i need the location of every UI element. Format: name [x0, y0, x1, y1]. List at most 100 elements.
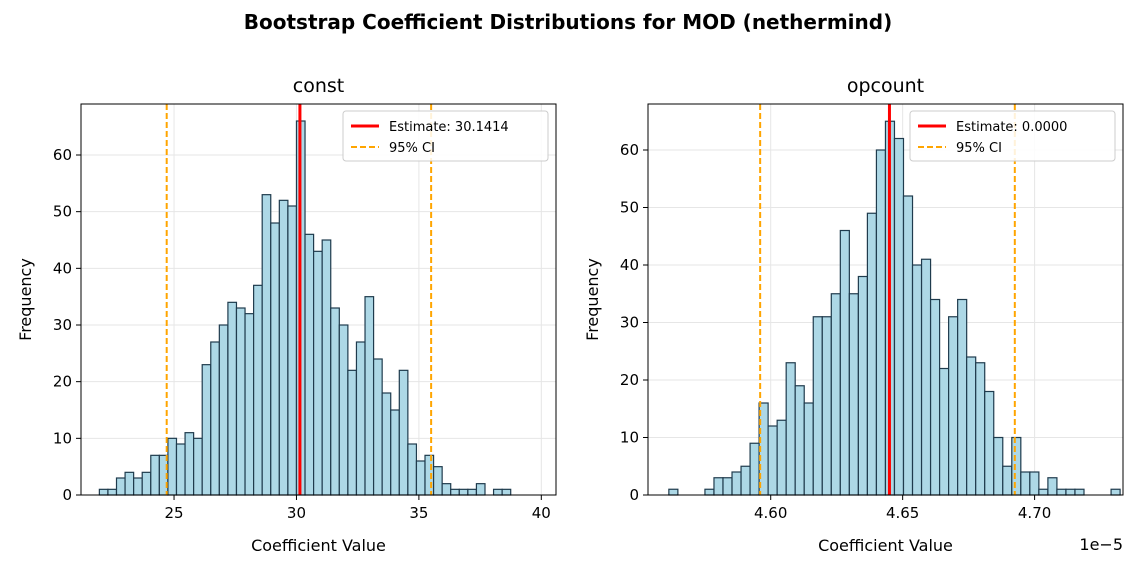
y-tick-label: 10 [53, 429, 72, 447]
histogram-bar [458, 488, 469, 496]
legend-estimate-label: Estimate: 0.0000 [956, 120, 1067, 135]
legend-box [909, 110, 1116, 162]
histogram-bar [330, 307, 340, 496]
histogram-bar [244, 313, 255, 496]
histogram-bar [803, 402, 814, 496]
axes-title: const [293, 75, 344, 97]
histogram-bar [740, 465, 751, 496]
histogram-bar [492, 488, 503, 496]
histogram-bar [278, 199, 289, 496]
y-tick-label: 0 [62, 486, 72, 504]
histogram-bar [704, 488, 715, 496]
histogram-bar [475, 483, 486, 496]
histogram-bar [501, 488, 512, 496]
legend-box [342, 110, 549, 162]
x-tick-label: 4.65 [886, 504, 919, 522]
histogram-bar [902, 195, 914, 496]
y-tick-label: 40 [53, 259, 72, 277]
histogram-bar [1110, 488, 1121, 496]
histogram-bar [857, 275, 868, 496]
histogram-bar [193, 437, 203, 496]
histogram-bar [287, 205, 298, 496]
axes-frame [647, 103, 1124, 496]
x-offset-text: 1e−5 [1079, 535, 1123, 554]
histogram-bar [450, 488, 460, 496]
histogram-bar [731, 471, 742, 496]
x-tick-label: 35 [409, 504, 428, 522]
axes-frame [80, 103, 557, 496]
y-tick-label: 50 [53, 203, 72, 221]
histogram-bar [227, 301, 238, 496]
histogram-bar [415, 460, 426, 496]
histogram-bar [957, 298, 968, 496]
x-tick-label: 25 [164, 504, 183, 522]
histogram-bar [313, 250, 323, 496]
histogram-bar [839, 229, 850, 496]
y-tick-label: 60 [53, 146, 72, 164]
histogram-bar [1002, 465, 1013, 496]
histogram-bar [893, 137, 905, 496]
histogram-bar [767, 425, 778, 496]
x-axis-label: Coefficient Value [251, 536, 386, 555]
histogram-bar [929, 298, 941, 496]
histogram-bar [261, 194, 272, 496]
histogram-bar [749, 442, 760, 496]
histogram-bar [253, 284, 263, 496]
histogram-bar [270, 222, 280, 496]
histogram-bar [1029, 471, 1040, 496]
histogram-bar [975, 362, 986, 496]
histogram-bar [1011, 436, 1022, 496]
legend-ci-label: 95% CI [389, 141, 435, 156]
histogram-bar [235, 307, 246, 496]
histogram-bar [848, 293, 859, 496]
histogram-bar [347, 369, 358, 496]
y-tick-label: 0 [629, 486, 639, 504]
histogram-bar [1038, 488, 1049, 496]
histogram-bar [722, 477, 733, 496]
histogram-bar [776, 419, 787, 496]
y-axis-label: Frequency [583, 258, 602, 341]
histogram-bar [150, 454, 160, 496]
histogram-bar [984, 390, 995, 496]
y-tick-label: 30 [620, 314, 639, 332]
histogram-bar [167, 437, 178, 496]
histogram-bar [184, 432, 195, 496]
histogram-bar [321, 239, 332, 496]
histogram-bar [390, 409, 400, 496]
histogram-bar [355, 341, 366, 496]
histogram-bar [993, 436, 1004, 496]
histogram-bar [1056, 488, 1067, 496]
histogram-bar [785, 362, 796, 496]
histogram-bar [381, 392, 392, 496]
histogram-bar [364, 296, 375, 496]
histogram-bar [875, 149, 887, 496]
histogram-bar [966, 356, 977, 496]
const-histogram-panel: 0 10 20 30 40 50 60 25 30 35 40 const Coefficient Va… [16, 75, 557, 555]
histogram-bar [218, 324, 229, 496]
x-tick-label: 30 [287, 504, 306, 522]
histogram-bar [713, 477, 724, 496]
histogram-bar [424, 454, 435, 496]
histogram-bar [107, 488, 118, 496]
legend-ci-label: 95% CI [956, 141, 1002, 156]
histogram-bar [668, 488, 679, 496]
histogram-bar [115, 477, 126, 496]
histogram-bar [124, 471, 135, 496]
histogram-bar [1065, 488, 1076, 496]
figure-title: Bootstrap Coefficient Distributions for … [243, 10, 893, 34]
histogram-bar [467, 488, 478, 496]
histogram-bar [1074, 488, 1085, 496]
histogram-bar [175, 443, 186, 496]
histogram-bar [398, 369, 409, 496]
y-tick-label: 50 [620, 199, 639, 217]
opcount-histogram-panel: 0 10 20 30 40 50 60 4.60 4.65 4.70 opcount Coeffici… [583, 75, 1124, 555]
histogram-bar [372, 358, 383, 496]
axes-title: opcount [847, 75, 924, 97]
histogram-bar [948, 316, 959, 496]
histogram-bar [141, 471, 152, 496]
histogram-bar [201, 364, 212, 496]
histogram-bar [432, 466, 443, 496]
legend-estimate-label: Estimate: 30.1414 [389, 120, 509, 135]
x-axis-label: Coefficient Value [818, 536, 953, 555]
